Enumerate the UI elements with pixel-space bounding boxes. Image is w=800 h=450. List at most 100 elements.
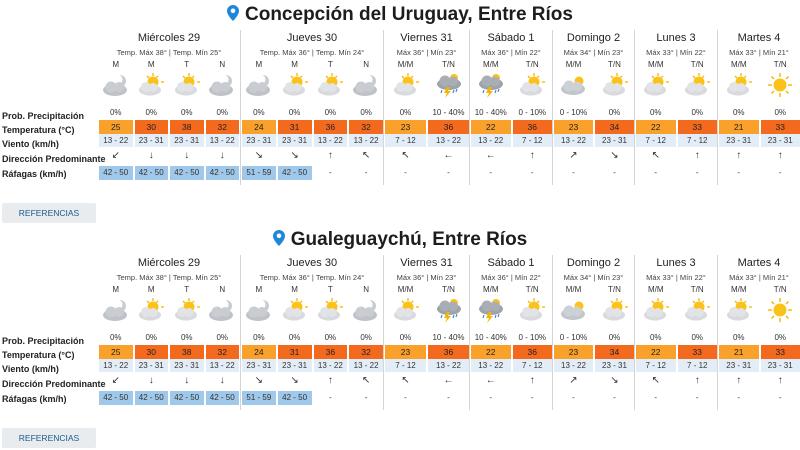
location-title-text: Gualeguaychú, Entre Ríos <box>290 229 528 250</box>
wind-direction-arrow-icon: ↓ <box>184 150 190 161</box>
precipitation-probability: 0% <box>180 333 193 342</box>
sun-cloud-icon <box>600 297 630 323</box>
wind-speed-cell: 13 - 22 <box>313 134 348 147</box>
location-pin-icon <box>272 230 285 246</box>
precipitation-probability: 0% <box>774 333 787 342</box>
wind-direction-arrow-icon: ↓ <box>184 375 190 386</box>
time-slot: M/M 0% 23 7 - 12 ↖ - <box>384 30 427 185</box>
wind-speed-cell: 13 - 22 <box>205 134 239 147</box>
slot-period-label: M <box>255 285 263 294</box>
wind-speed-cell: 13 - 22 <box>99 359 133 372</box>
day-column: Domingo 2 Máx 34° | Mín 23° M/M 0 - 10% 23 13… <box>552 255 634 410</box>
wind-direction-arrow-icon: ↓ <box>219 375 225 386</box>
wind-direction-arrow-icon: ← <box>485 150 496 161</box>
wind-gust-cell: 42 - 50 <box>277 166 312 180</box>
time-slot: T 0% 36 13 - 22 ↑ - <box>313 30 349 185</box>
wind-gust-cell: - <box>447 168 450 177</box>
temperature-cell: 36 <box>428 120 469 134</box>
sun-cloud-icon <box>136 297 166 323</box>
temperature-cell: 36 <box>428 345 469 359</box>
day-column: Martes 4 Máx 33° | Mín 21° M/M 0% 21 23 - 31 ↑… <box>717 30 800 185</box>
precipitation-probability: 0% <box>109 108 122 117</box>
day-column: Miércoles 29 Temp. Máx 38° | Temp. Mín 25… <box>98 255 240 410</box>
wind-direction-arrow-icon: ↑ <box>529 375 535 386</box>
row-label-temp: Temperatura (°C) <box>2 125 75 135</box>
wind-gust-cell: - <box>489 168 493 177</box>
sun-cloud-icon <box>315 297 345 323</box>
day-column: Jueves 30 Temp. Máx 36° | Temp. Mín 24° M 0… <box>240 30 383 185</box>
sun-icon <box>765 72 795 98</box>
slot-period-label: M/M <box>565 285 582 294</box>
wind-speed-cell: 23 - 31 <box>719 134 759 147</box>
moon-cloud-icon <box>351 297 381 323</box>
sun-cloud-icon <box>172 297 202 323</box>
time-slot: T/N 0 - 10% 36 7 - 12 ↑ - <box>512 30 554 185</box>
slot-period-label: T/N <box>690 60 704 69</box>
precipitation-probability: 0% <box>649 333 662 342</box>
wind-speed-cell: 13 - 22 <box>471 134 511 147</box>
wind-direction-arrow-icon: ↑ <box>327 150 333 161</box>
references-button[interactable]: REFERENCIAS <box>2 203 96 223</box>
day-column: Domingo 2 Máx 34° | Mín 23° M/M 0 - 10% 23 13… <box>552 30 634 185</box>
wind-speed-cell: 7 - 12 <box>677 359 717 372</box>
time-slot: T/N 10 - 40% 36 13 - 22 ← - <box>427 255 470 410</box>
wind-direction-arrow-icon: ↖ <box>361 150 371 161</box>
wind-direction-arrow-icon: ↗ <box>569 375 578 386</box>
wind-direction-arrow-icon: ↘ <box>254 150 264 161</box>
sun-cloud-icon <box>391 72 421 98</box>
sun-cloud-icon <box>517 72 547 98</box>
wind-direction-arrow-icon: ↖ <box>401 150 410 161</box>
moon-cloud-icon <box>207 297 237 323</box>
wind-speed-cell: 7 - 12 <box>512 359 552 372</box>
time-slot: M 0% 25 13 - 22 ↙ 42 - 50 <box>98 30 134 185</box>
day-column: Jueves 30 Temp. Máx 36° | Temp. Mín 24° M 0… <box>240 255 383 410</box>
day-temp-range: Máx 36° | Mín 22° <box>481 48 541 57</box>
wind-speed-cell: 23 - 31 <box>134 134 168 147</box>
wind-gust-cell: 42 - 50 <box>170 391 204 405</box>
time-slot: T/N 0 - 10% 36 7 - 12 ↑ - <box>512 255 554 410</box>
precipitation-probability: 0% <box>691 333 704 342</box>
precipitation-probability: 10 - 40% <box>432 108 465 117</box>
precipitation-probability: 0% <box>774 108 787 117</box>
wind-gust-cell: - <box>489 393 493 402</box>
sun-cloud-icon <box>391 297 421 323</box>
sun-cloud-icon <box>641 297 671 323</box>
temperature-cell: 31 <box>277 345 312 359</box>
wind-gust-cell: - <box>654 168 658 177</box>
wind-direction-arrow-icon: ↖ <box>361 375 371 386</box>
wind-direction-arrow-icon: ↓ <box>148 150 154 161</box>
temperature-cell: 25 <box>99 345 133 359</box>
sun-cloud-icon <box>724 72 754 98</box>
slot-period-label: M/M <box>397 285 414 294</box>
wind-direction-arrow-icon: ↓ <box>219 150 225 161</box>
moon-cloud-icon <box>244 72 274 98</box>
slot-period-label: T/N <box>442 60 455 69</box>
storm-icon <box>434 72 464 98</box>
wind-gust-cell: 51 - 59 <box>242 391 276 405</box>
wind-speed-cell: 7 - 12 <box>636 134 676 147</box>
temperature-cell: 36 <box>313 345 348 359</box>
sun-cloud-icon <box>315 72 345 98</box>
wind-gust-cell: 42 - 50 <box>205 391 239 405</box>
wind-speed-cell: 23 - 31 <box>595 359 634 372</box>
time-slot: M/M 0% 23 7 - 12 ↖ - <box>384 255 427 410</box>
wind-direction-arrow-icon: ↑ <box>777 375 783 386</box>
day-name: Viernes 31 <box>400 257 453 269</box>
wind-gust-cell: 42 - 50 <box>170 166 204 180</box>
wind-direction-arrow-icon: ↓ <box>148 375 154 386</box>
moon-cloud-icon <box>101 72 131 98</box>
location-pin-icon <box>227 5 239 21</box>
wind-speed-cell: 13 - 22 <box>349 134 383 147</box>
location-forecast-block: Gualeguaychú, Entre Ríos Prob. Precipitac… <box>0 225 800 450</box>
slot-period-label: T/N <box>690 285 704 294</box>
day-temp-range: Máx 34° | Mín 23° <box>563 273 624 282</box>
temperature-cell: 23 <box>385 120 426 134</box>
wind-direction-arrow-icon: ↖ <box>651 375 660 386</box>
slot-period-label: M/M <box>647 60 664 69</box>
temperature-cell: 32 <box>205 120 239 134</box>
day-column: Sábado 1 Máx 36° | Mín 22° M/M 10 - 40% 22 13… <box>469 255 552 410</box>
precipitation-probability: 0% <box>360 333 372 342</box>
references-button[interactable]: REFERENCIAS <box>2 428 96 448</box>
temperature-cell: 25 <box>99 120 133 134</box>
wind-speed-cell: 23 - 31 <box>760 359 800 372</box>
